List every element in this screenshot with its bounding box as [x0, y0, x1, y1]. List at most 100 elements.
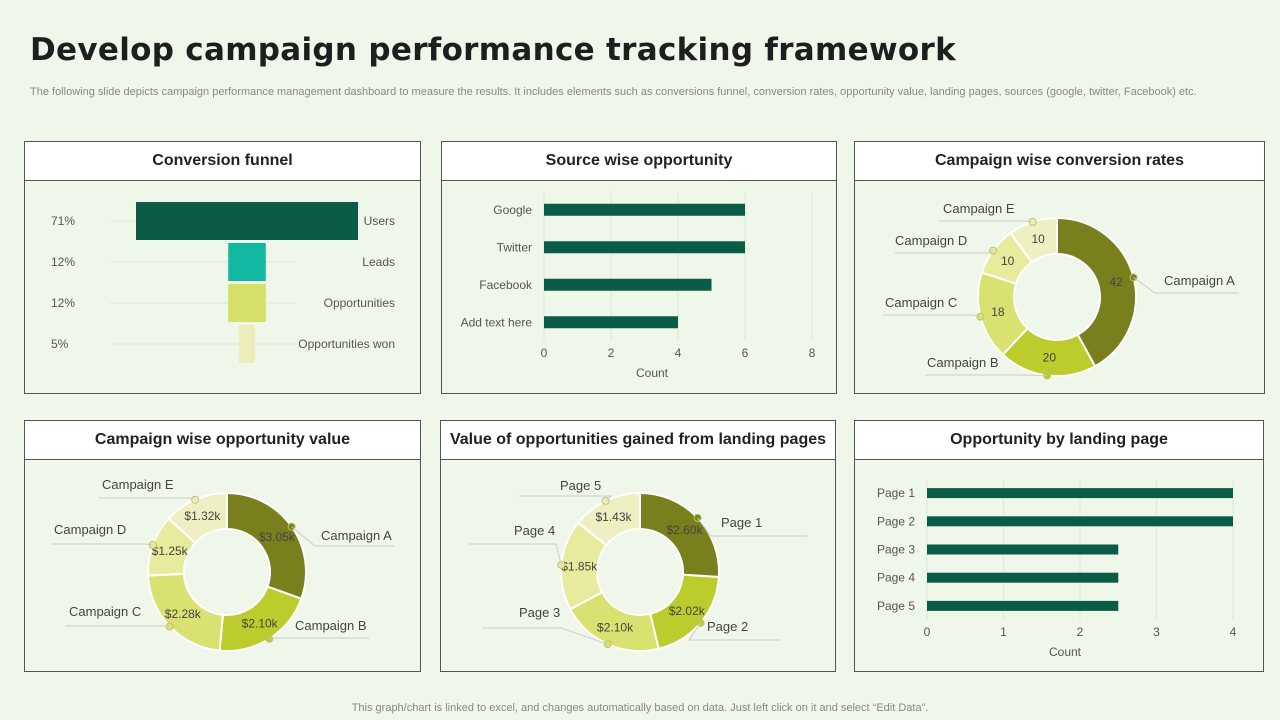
leader-line [291, 526, 395, 547]
x-tick-label: 4 [675, 346, 682, 360]
slice-value-label: $2.60k [666, 523, 703, 537]
funnel-value-label: 12% [51, 296, 75, 310]
donut-slice [1009, 216, 1058, 264]
opportunity-value-panel: Campaign wise opportunity value $3.05k Ca… [24, 420, 421, 672]
category-label: Google [493, 203, 532, 217]
slice-category-label: Campaign C [69, 604, 141, 619]
x-tick-label: 3 [1153, 625, 1160, 639]
leader-line [269, 637, 369, 640]
slice-category-label: Campaign A [1164, 273, 1235, 288]
leader-line [688, 622, 781, 641]
opportunity-value-chart: $3.05k Campaign A $2.10k Campaign B $2.28k Ca… [51, 477, 395, 652]
leader-dot [693, 513, 702, 522]
funnel-category-label: Opportunities won [298, 337, 395, 351]
landing-value-title: Value of opportunities gained from landi… [441, 421, 835, 460]
slice-category-label: Page 5 [560, 478, 601, 493]
funnel-value-label: 71% [51, 214, 75, 228]
slice-category-label: Campaign A [321, 528, 392, 543]
slice-value-label: $1.43k [595, 510, 632, 524]
funnel-category-label: Leads [362, 255, 395, 269]
category-label: Page 4 [877, 571, 915, 585]
x-tick-label: 2 [1077, 625, 1084, 639]
leader-dot [603, 640, 612, 649]
landing-opportunity-panel: Opportunity by landing page 0 1 2 3 4 Count Pa… [854, 420, 1264, 672]
funnel-category-label: Users [364, 214, 395, 228]
bar [544, 278, 712, 291]
bar [927, 488, 1233, 499]
landing-opportunity-title: Opportunity by landing page [855, 421, 1263, 460]
conversion-funnel-chart: 71% Users 12% Leads 12% Opportunities 5% Opport… [51, 202, 395, 363]
leader-line [519, 495, 613, 502]
slice-category-label: Campaign E [102, 477, 174, 492]
slice-value-label: $2.02k [669, 604, 706, 618]
category-label: Page 2 [877, 514, 915, 528]
donut-slice [639, 491, 720, 579]
bar [544, 241, 745, 254]
category-label: Page 3 [877, 543, 915, 557]
donut-slice [1056, 216, 1137, 368]
category-label: Add text here [461, 315, 533, 329]
conversion-rates-chart: 42 Campaign A 20 Campaign B 18 Campaign C 10 Ca… [883, 201, 1239, 380]
slice-category-label: Campaign D [895, 233, 967, 248]
leader-line [99, 497, 196, 501]
x-axis-title: Count [1049, 645, 1082, 659]
slice-value-label: $1.85k [561, 559, 598, 573]
slice-category-label: Campaign D [54, 522, 126, 537]
slice-value-label: $2.10k [597, 621, 634, 635]
leader-line [939, 220, 1033, 223]
leader-line [51, 543, 153, 546]
slice-category-label: Campaign E [943, 201, 1015, 216]
funnel-bar [239, 325, 255, 363]
leader-dot [191, 495, 200, 504]
slice-value-label: $1.25k [152, 544, 189, 558]
leader-line [469, 543, 562, 565]
bar [544, 203, 745, 216]
x-tick-label: 8 [809, 346, 816, 360]
slice-category-label: Campaign C [885, 295, 957, 310]
slice-value-label: 10 [1001, 254, 1015, 268]
bar [544, 316, 678, 329]
leader-line [697, 517, 807, 537]
bar [927, 600, 1119, 611]
conversion-funnel-panel: Conversion funnel 71% Users 12% Leads 12% Opp… [24, 141, 421, 394]
leader-line [895, 250, 994, 254]
category-label: Page 5 [877, 599, 915, 613]
x-tick-label: 0 [924, 625, 931, 639]
leader-dot [696, 618, 705, 627]
x-tick-label: 1 [1000, 625, 1007, 639]
slice-category-label: Page 3 [519, 605, 560, 620]
opportunity-value-title: Campaign wise opportunity value [25, 421, 420, 460]
slice-value-label: $2.10k [242, 617, 279, 631]
slice-value-label: 18 [991, 305, 1005, 319]
conversion-rates-panel: Campaign wise conversion rates 42 Campaig… [854, 141, 1265, 394]
landing-value-panel: Value of opportunities gained from landi… [440, 420, 836, 672]
funnel-category-label: Opportunities [324, 296, 395, 310]
slice-value-label: 10 [1031, 232, 1045, 246]
x-tick-label: 6 [742, 346, 749, 360]
x-tick-label: 4 [1230, 625, 1237, 639]
conversion-funnel-title: Conversion funnel [25, 142, 420, 181]
funnel-value-label: 12% [51, 255, 75, 269]
source-opportunity-chart: 0 2 4 6 8 Count Google Twitter Facebook Add text … [461, 191, 816, 380]
slice-value-label: $1.32k [184, 509, 221, 523]
page-subtitle: The following slide depicts campaign per… [30, 86, 1197, 98]
slice-value-label: 42 [1109, 275, 1123, 289]
slice-category-label: Campaign B [295, 618, 367, 633]
source-opportunity-title: Source wise opportunity [442, 142, 836, 181]
landing-opportunity-chart: 0 1 2 3 4 Count Page 1 Page 2 Page 3 Page 4 Page 5 [877, 479, 1237, 659]
footer-note: This graph/chart is linked to excel, and… [351, 702, 929, 714]
funnel-value-label: 5% [51, 337, 69, 351]
slice-value-label: $2.28k [165, 607, 202, 621]
x-tick-label: 2 [608, 346, 615, 360]
slice-value-label: $3.05k [259, 530, 296, 544]
x-axis-title: Count [636, 366, 669, 380]
leader-line [883, 314, 981, 318]
slice-category-label: Page 1 [721, 515, 762, 530]
donut-slice [167, 491, 228, 545]
funnel-bar [228, 243, 266, 281]
slice-category-label: Page 4 [514, 523, 555, 538]
leader-line [1133, 276, 1239, 294]
x-tick-label: 0 [541, 346, 548, 360]
bar [927, 516, 1233, 527]
